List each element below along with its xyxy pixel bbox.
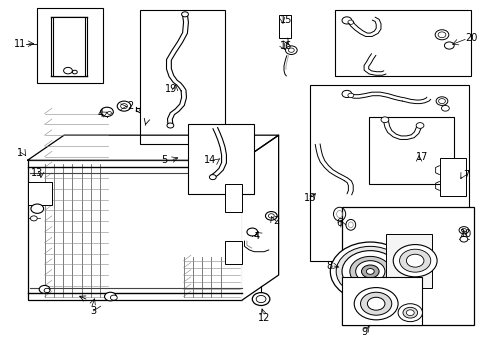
Circle shape (166, 123, 173, 128)
Bar (27, 160, 242, 300)
Circle shape (380, 117, 388, 123)
Text: 9: 9 (360, 327, 366, 337)
Text: 19: 19 (165, 84, 177, 94)
Bar (279, 15, 291, 39)
Text: 13: 13 (31, 168, 43, 178)
Circle shape (435, 97, 447, 105)
Text: 15: 15 (279, 15, 291, 26)
Circle shape (441, 105, 448, 111)
Circle shape (437, 32, 445, 38)
Bar (27, 182, 52, 205)
Bar (188, 125, 254, 194)
Circle shape (366, 297, 384, 310)
Text: 17: 17 (415, 152, 428, 162)
Circle shape (347, 93, 353, 98)
Circle shape (181, 12, 188, 17)
Circle shape (402, 307, 417, 318)
Bar (310, 85, 468, 261)
Circle shape (209, 175, 216, 180)
Text: 2: 2 (126, 102, 133, 112)
Bar (224, 184, 242, 212)
Bar (37, 8, 103, 83)
Bar (224, 241, 242, 264)
Circle shape (360, 292, 391, 315)
Circle shape (63, 67, 72, 74)
Text: 7: 7 (462, 170, 468, 180)
Circle shape (347, 20, 353, 24)
Circle shape (341, 17, 351, 24)
Bar (439, 158, 466, 196)
Circle shape (110, 295, 117, 300)
Text: 20: 20 (464, 33, 476, 43)
Bar (368, 117, 453, 184)
Text: 1: 1 (17, 148, 23, 158)
Polygon shape (242, 135, 278, 300)
Circle shape (406, 254, 423, 267)
Text: 6: 6 (336, 218, 342, 228)
Circle shape (39, 285, 50, 293)
Circle shape (268, 214, 274, 218)
Circle shape (117, 101, 131, 111)
Circle shape (44, 288, 50, 293)
Circle shape (438, 99, 445, 104)
Circle shape (265, 212, 277, 220)
Circle shape (104, 292, 116, 301)
Bar (385, 234, 431, 288)
Circle shape (459, 236, 467, 242)
Text: 5: 5 (161, 155, 167, 165)
Circle shape (406, 310, 413, 316)
Text: 4: 4 (253, 231, 259, 240)
Circle shape (30, 216, 37, 221)
Bar (140, 10, 224, 144)
Text: 8: 8 (326, 261, 332, 271)
Bar (341, 207, 473, 325)
Text: 16: 16 (279, 41, 291, 50)
Text: 18: 18 (304, 193, 316, 203)
Circle shape (355, 261, 384, 282)
Circle shape (353, 288, 397, 320)
Circle shape (397, 304, 422, 321)
Circle shape (434, 30, 448, 40)
Circle shape (121, 104, 127, 109)
Circle shape (399, 249, 430, 272)
Circle shape (444, 42, 453, 49)
Text: 3: 3 (90, 306, 96, 316)
Bar (334, 10, 470, 76)
Text: 14: 14 (204, 155, 216, 165)
Polygon shape (27, 135, 278, 160)
Circle shape (252, 293, 269, 306)
Text: 12: 12 (257, 313, 270, 323)
Circle shape (246, 228, 257, 236)
Circle shape (366, 269, 373, 274)
Text: 10: 10 (459, 229, 471, 239)
Circle shape (361, 265, 378, 278)
Circle shape (72, 70, 77, 74)
Circle shape (461, 228, 466, 232)
Circle shape (415, 123, 423, 129)
Circle shape (101, 107, 113, 117)
Bar (53, 17, 84, 76)
Text: 2: 2 (272, 216, 279, 226)
Circle shape (349, 256, 390, 287)
Circle shape (335, 246, 404, 297)
Circle shape (288, 48, 294, 52)
Bar (341, 277, 422, 325)
Circle shape (330, 242, 409, 301)
Text: 11: 11 (14, 39, 26, 49)
Circle shape (341, 251, 398, 292)
Circle shape (256, 296, 265, 303)
Circle shape (341, 90, 351, 98)
Circle shape (392, 244, 436, 277)
Circle shape (285, 46, 297, 54)
Circle shape (458, 226, 468, 234)
Circle shape (31, 204, 43, 213)
Circle shape (107, 112, 111, 114)
Text: 4: 4 (98, 109, 103, 119)
